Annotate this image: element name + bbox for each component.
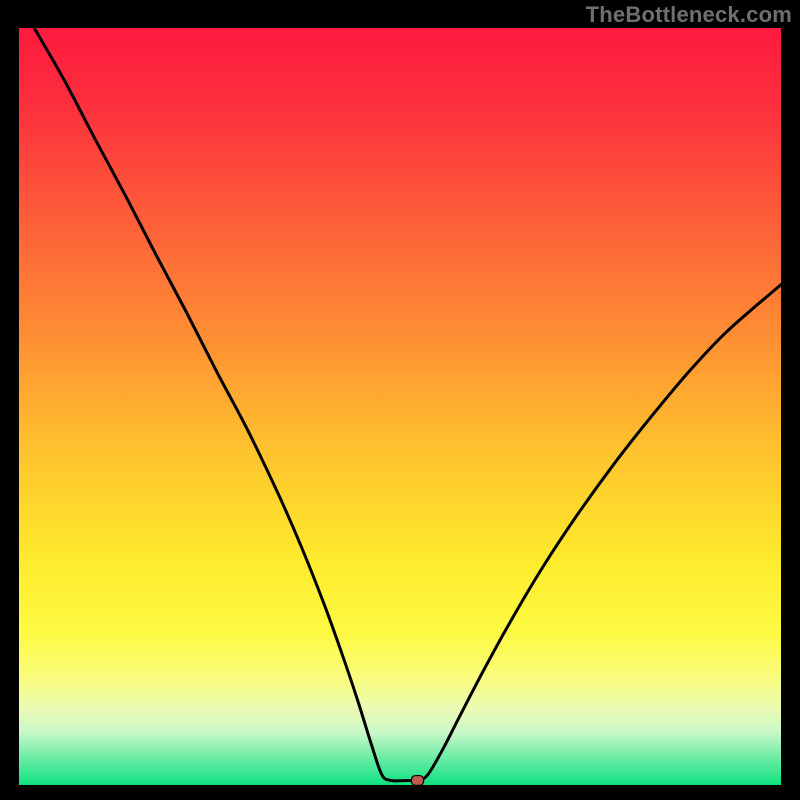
chart-frame: TheBottleneck.com [0, 0, 800, 800]
optimal-point-marker [411, 776, 423, 786]
plot-background [19, 28, 781, 785]
bottleneck-chart [0, 0, 800, 800]
